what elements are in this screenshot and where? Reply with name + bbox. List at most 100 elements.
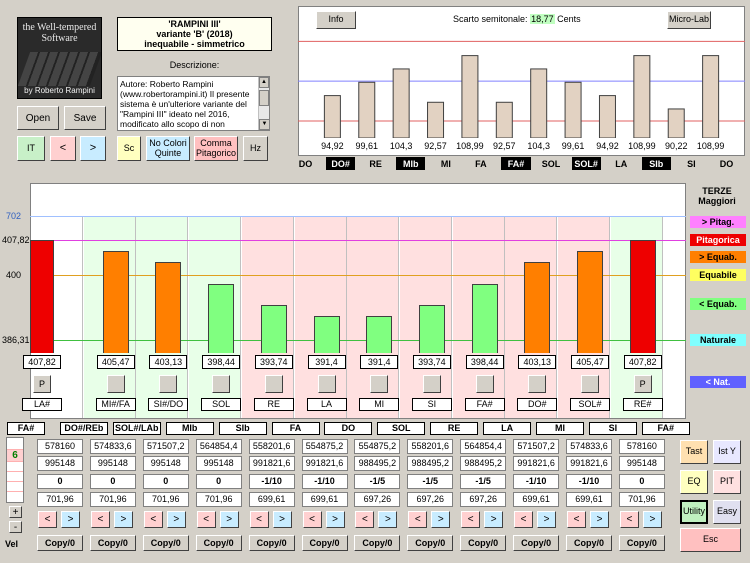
ist-y-button[interactable]: Ist Y: [713, 440, 741, 464]
velocity-plus-button[interactable]: +: [9, 506, 22, 518]
description-textarea[interactable]: Autore: Roberto Rampini (www.robertoramp…: [117, 76, 270, 131]
increase-button[interactable]: >: [325, 511, 345, 528]
copy-button[interactable]: Copy/0: [301, 535, 348, 551]
scroll-up-icon[interactable]: ▲: [259, 77, 269, 88]
easy-button[interactable]: Easy: [713, 500, 741, 524]
increase-button[interactable]: >: [61, 511, 80, 528]
third-bar: [524, 261, 551, 353]
copy-button[interactable]: Copy/0: [460, 535, 507, 551]
fifth-row1-cell: 571507,2: [513, 439, 560, 454]
decrease-button[interactable]: <: [567, 511, 586, 528]
increase-button[interactable]: >: [590, 511, 609, 528]
decrease-button[interactable]: <: [90, 511, 110, 528]
copy-button[interactable]: Copy/0: [195, 535, 242, 551]
copy-button[interactable]: Copy/0: [354, 535, 401, 551]
copy-button[interactable]: Copy/0: [142, 535, 189, 551]
velocity-value: 6: [7, 450, 23, 462]
third-toggle-button[interactable]: [422, 375, 441, 393]
copy-button[interactable]: Copy/0: [513, 535, 560, 551]
previous-temperament-button[interactable]: <: [50, 136, 76, 161]
decrease-button[interactable]: <: [514, 511, 534, 528]
eq-button[interactable]: EQ: [680, 470, 708, 494]
velocity-slider[interactable]: 6: [6, 437, 24, 503]
decrease-button[interactable]: <: [619, 511, 639, 528]
hz-button[interactable]: Hz: [243, 136, 268, 161]
esc-button[interactable]: Esc: [680, 528, 741, 552]
velocity-minus-button[interactable]: -: [9, 521, 22, 533]
fifth-row2-cell: 995148: [618, 456, 665, 471]
decrease-button[interactable]: <: [249, 511, 269, 528]
copy-button[interactable]: Copy/0: [407, 535, 454, 551]
logo-title-1: the Well-tempered: [22, 22, 97, 33]
copy-button[interactable]: Copy/0: [248, 535, 295, 551]
language-it-button[interactable]: IT: [17, 136, 45, 161]
fifth-row3-cell[interactable]: 0: [195, 474, 242, 489]
utility-button[interactable]: Utility: [680, 500, 708, 524]
pythagorean-marker-button[interactable]: P: [33, 375, 51, 393]
decrease-button[interactable]: <: [196, 511, 216, 528]
pit-button[interactable]: PIT: [713, 470, 741, 494]
velocity-label: Vel: [5, 539, 19, 549]
increase-button[interactable]: >: [166, 511, 186, 528]
increase-button[interactable]: >: [113, 511, 133, 528]
fifth-header: FA#: [641, 422, 690, 435]
fifth-row3-cell[interactable]: -1/10: [301, 474, 348, 489]
comma-pitagorico-button[interactable]: Comma Pitagorico: [194, 136, 238, 161]
open-button[interactable]: Open: [17, 106, 59, 130]
fifth-row4-cell: 701,96: [142, 492, 189, 507]
info-button[interactable]: Info: [316, 11, 356, 29]
decrease-button[interactable]: <: [461, 511, 481, 528]
third-toggle-button[interactable]: [212, 375, 231, 393]
third-toggle-button[interactable]: [528, 375, 547, 393]
copy-button[interactable]: Copy/0: [618, 535, 665, 551]
legend-pythagorean: Pitagorica: [690, 234, 746, 246]
pythagorean-marker-button[interactable]: P: [633, 375, 652, 393]
copy-button[interactable]: Copy/0: [566, 535, 612, 551]
third-toggle-button[interactable]: [475, 375, 494, 393]
fifth-row3-cell[interactable]: -1/5: [407, 474, 454, 489]
decrease-button[interactable]: <: [355, 511, 375, 528]
increase-button[interactable]: >: [642, 511, 662, 528]
save-button[interactable]: Save: [64, 106, 106, 130]
fifth-row2-cell: 988495,2: [407, 456, 454, 471]
line-equal: [30, 275, 686, 276]
scroll-thumb[interactable]: [259, 90, 269, 106]
increase-button[interactable]: >: [431, 511, 451, 528]
fifth-row3-cell[interactable]: -1/5: [354, 474, 401, 489]
fifth-row3-cell[interactable]: 0: [37, 474, 83, 489]
fifth-row1-cell: 558201,6: [248, 439, 295, 454]
sc-button[interactable]: Sc: [117, 136, 141, 161]
fifth-row3-cell[interactable]: 0: [142, 474, 189, 489]
third-value: 403,13: [518, 355, 557, 369]
tast-button[interactable]: Tast: [680, 440, 708, 464]
third-toggle-button[interactable]: [264, 375, 283, 393]
increase-button[interactable]: >: [378, 511, 398, 528]
description-scrollbar[interactable]: ▲ ▼: [258, 77, 269, 130]
micro-lab-button[interactable]: Micro-Lab: [667, 11, 711, 29]
increase-button[interactable]: >: [219, 511, 239, 528]
fifth-row3-cell[interactable]: -1/10: [513, 474, 560, 489]
third-toggle-button[interactable]: [581, 375, 599, 393]
fifth-row3-cell[interactable]: -1/10: [566, 474, 612, 489]
third-toggle-button[interactable]: [106, 375, 125, 393]
third-toggle-button[interactable]: [370, 375, 389, 393]
decrease-button[interactable]: <: [143, 511, 163, 528]
increase-button[interactable]: >: [537, 511, 557, 528]
third-toggle-button[interactable]: [317, 375, 336, 393]
fifth-row3-cell[interactable]: 0: [618, 474, 665, 489]
fifth-row3-cell[interactable]: -1/5: [460, 474, 507, 489]
next-temperament-button[interactable]: >: [80, 136, 106, 161]
decrease-button[interactable]: <: [38, 511, 57, 528]
copy-button[interactable]: Copy/0: [37, 535, 83, 551]
decrease-button[interactable]: <: [408, 511, 428, 528]
decrease-button[interactable]: <: [302, 511, 322, 528]
increase-button[interactable]: >: [484, 511, 504, 528]
increase-button[interactable]: >: [272, 511, 292, 528]
legend-below-natural: < Nat.: [690, 376, 746, 388]
third-toggle-button[interactable]: [159, 375, 178, 393]
copy-button[interactable]: Copy/0: [89, 535, 136, 551]
fifth-row3-cell[interactable]: 0: [89, 474, 136, 489]
no-colori-quinte-button[interactable]: No Colori Quinte: [146, 136, 190, 161]
fifth-row3-cell[interactable]: -1/10: [248, 474, 295, 489]
scroll-down-icon[interactable]: ▼: [259, 119, 269, 130]
